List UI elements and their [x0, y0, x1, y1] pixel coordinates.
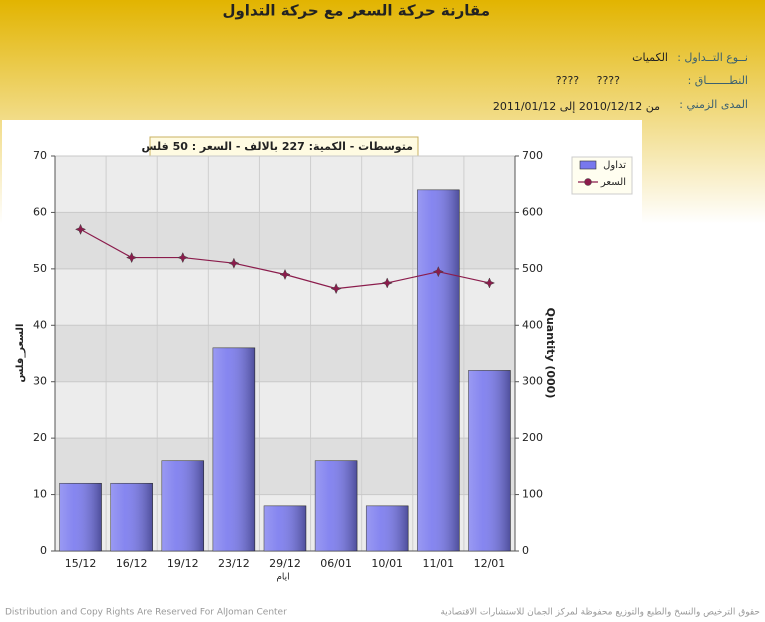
y2-tick-label: 400	[522, 318, 543, 331]
y2-tick-label: 700	[522, 149, 543, 162]
footer-right: حقوق الترخيص والنسخ والطبع والتوزيع محفو…	[440, 608, 760, 618]
y-tick-label: 70	[33, 149, 47, 162]
x-tick-label: 23/12	[218, 557, 250, 570]
marker	[483, 277, 496, 289]
marker	[126, 251, 138, 264]
bar-shade	[161, 460, 204, 551]
marker	[74, 223, 87, 235]
bar-shade	[110, 483, 153, 551]
x-axis-title: ايام	[276, 573, 289, 583]
y-tick-label: 30	[33, 375, 47, 388]
x-tick-label: 12/01	[474, 557, 506, 570]
y2-tick-label: 600	[522, 205, 543, 218]
y2-tick-label: 500	[522, 262, 543, 275]
x-tick-label: 16/12	[116, 557, 148, 570]
annotation: متوسطات - الكمية: 227 بالالف - السعر : 5…	[141, 140, 413, 153]
y2-tick-label: 100	[522, 488, 543, 501]
marker	[432, 266, 444, 278]
x-tick-label: 06/01	[320, 557, 352, 570]
bar-shade	[366, 505, 409, 551]
info-value: من 2010/12/12 إلى 2011/01/12	[493, 100, 660, 113]
y2-tick-label: 300	[522, 375, 543, 388]
x-tick-label: 19/12	[167, 557, 199, 570]
marker	[330, 282, 342, 295]
bar-shade	[264, 505, 306, 551]
y-tick-label: 40	[33, 318, 47, 331]
x-tick-label: 29/12	[269, 557, 301, 570]
x-tick-label: 11/01	[422, 557, 454, 570]
y2-axis-title: Quantity (000)	[544, 308, 557, 399]
marker	[381, 277, 393, 289]
marker	[279, 268, 291, 281]
legend-swatch	[579, 160, 597, 170]
y-tick-label: 0	[40, 544, 47, 557]
info-label: نــوع التــداول :	[677, 51, 748, 64]
y-tick-label: 50	[33, 262, 47, 275]
marker	[177, 251, 189, 264]
page-title: مقارنة حركة السعر مع حركة التداول	[222, 2, 490, 20]
x-tick-label: 10/01	[371, 557, 403, 570]
legend-label: تداول	[603, 160, 626, 171]
info-value: ???? ????	[556, 74, 620, 87]
bar-shade	[417, 189, 460, 551]
info-value: الكميات	[632, 51, 668, 64]
bar-shade	[212, 347, 255, 551]
y2-tick-label: 0	[522, 544, 529, 557]
bar-shade	[59, 483, 102, 551]
y-tick-label: 10	[33, 488, 47, 501]
bar-shade	[468, 370, 511, 551]
bar-shade	[315, 460, 358, 551]
y-tick-label: 60	[33, 205, 47, 218]
marker	[228, 257, 240, 269]
footer-left: Distribution and Copy Rights Are Reserve…	[5, 608, 287, 618]
y-axis-title: السعر_فلس	[15, 324, 26, 383]
y2-tick-label: 200	[522, 431, 543, 444]
legend-marker	[584, 178, 592, 186]
legend-label: السعر	[600, 177, 626, 188]
x-tick-label: 15/12	[65, 557, 97, 570]
y-tick-label: 20	[33, 431, 47, 444]
info-label: المدى الزمني :	[679, 98, 748, 111]
info-label: النطـــــــاق :	[688, 74, 748, 87]
